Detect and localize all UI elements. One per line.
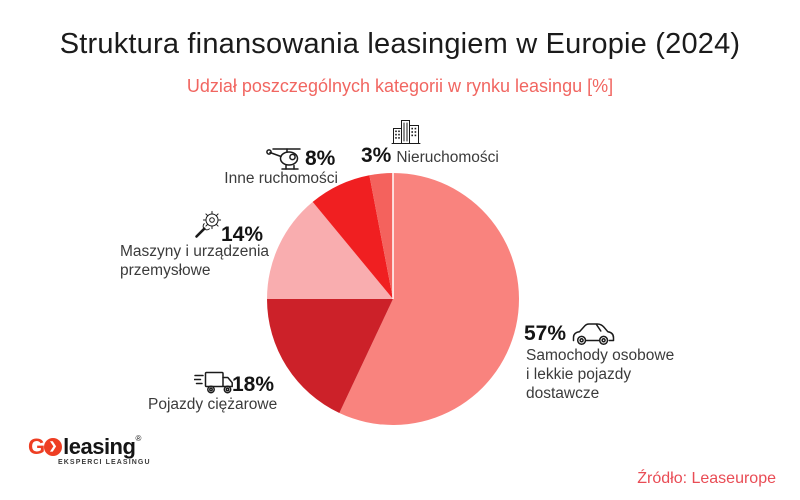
movables-label: Inne ruchomości [224, 170, 338, 187]
real-estate-percent: 3% [361, 144, 392, 167]
pie-slice-real-estate [369, 173, 393, 299]
cars-label-line3: dostawcze [526, 385, 600, 402]
logo-tagline: EKSPERCI LEASINGU [58, 459, 151, 466]
source-credit: Źródło: Leaseurope [637, 470, 776, 487]
machines-label-line1: Maszyny i urządzenia [120, 243, 270, 260]
car-icon [568, 318, 616, 348]
buildings-icon [391, 117, 421, 147]
pie-slice-movables [312, 175, 393, 299]
logo-chevron-icon: ❯ [44, 438, 63, 456]
cars-percent: 57% [524, 322, 567, 345]
pie-slice-machines [267, 201, 393, 299]
logo-row: G ❯ leasing ® [28, 434, 151, 459]
truck-icon [194, 368, 236, 396]
brand-logo: G ❯ leasing ® EKSPERCI LEASINGU [28, 434, 151, 466]
cars-label: Samochody osobowe i lekkie pojazdy dosta… [526, 346, 674, 403]
page-title: Struktura finansowania leasingiem w Euro… [59, 28, 741, 60]
logo-letter-g: G [28, 434, 45, 459]
logo-wordmark: leasing [63, 434, 136, 459]
logo-chevron-glyph: ❯ [48, 441, 58, 452]
movables-percent: 8% [305, 147, 336, 170]
machines-label: Maszyny i urządzenia przemysłowe [120, 242, 269, 280]
pie-slice-trucks [267, 299, 393, 414]
pie-chart [265, 171, 521, 427]
page-subtitle: Udział poszczególnych kategorii w rynku … [186, 76, 614, 96]
helicopter-icon [265, 146, 305, 172]
callout-real-estate: 3% Nieruchomości [361, 144, 499, 168]
pie-slice-cars [339, 173, 519, 425]
real-estate-label: Nieruchomości [396, 149, 499, 166]
cars-label-line2: i lekkie pojazdy [526, 366, 632, 383]
gear-wrench-icon [192, 209, 224, 241]
pie-svg [267, 173, 519, 425]
trucks-label: Pojazdy ciężarowe [148, 396, 278, 413]
cars-label-line1: Samochody osobowe [526, 347, 675, 364]
machines-label-line2: przemysłowe [120, 262, 211, 279]
trucks-percent: 18% [232, 373, 275, 396]
machines-percent: 14% [221, 223, 264, 246]
registered-mark: ® [135, 434, 142, 443]
